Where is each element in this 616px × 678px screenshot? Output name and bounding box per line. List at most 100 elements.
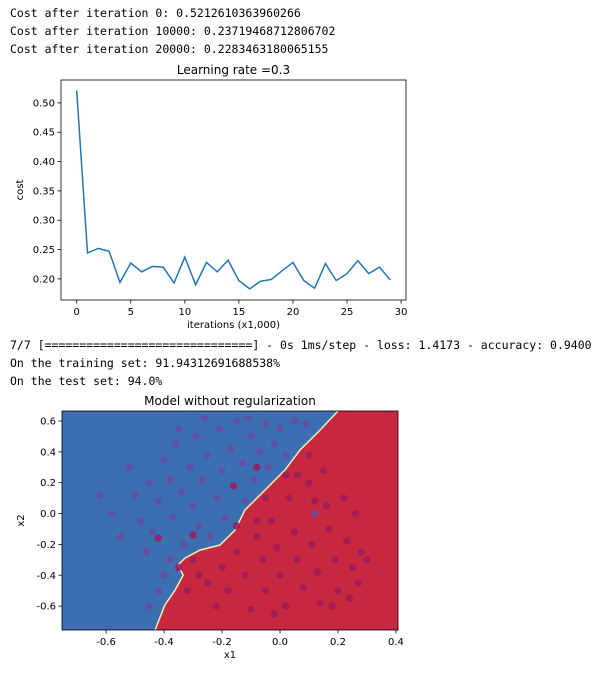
data-point [145, 479, 154, 487]
data-point [143, 548, 151, 556]
data-point [131, 491, 139, 499]
data-point [290, 417, 299, 425]
data-point [348, 563, 357, 572]
x-axis-label: x1 [224, 650, 236, 661]
y-tick-label: -0.6 [36, 602, 56, 613]
x-tick-label: -0.2 [212, 637, 232, 648]
x-tick-label: 5 [128, 307, 134, 318]
data-point [244, 414, 252, 422]
y-tick-label: -0.2 [36, 540, 56, 551]
y-tick-label: 0.20 [33, 274, 55, 285]
data-point [247, 605, 255, 613]
output-line: Cost after iteration 20000: 0.2283463180… [10, 42, 329, 56]
output-line: Cost after iteration 10000: 0.2371946871… [10, 24, 335, 38]
data-point [224, 587, 232, 595]
data-point [221, 514, 229, 522]
chart-title: Model without regularization [144, 394, 316, 408]
data-point [206, 533, 215, 541]
data-point [189, 531, 197, 539]
x-tick-label: 30 [395, 307, 408, 318]
y-tick-label: 0.35 [33, 186, 55, 197]
data-point [345, 594, 354, 602]
data-point [261, 420, 270, 428]
data-point [177, 488, 186, 496]
data-point [166, 476, 174, 484]
output-line: 7/7 [==============================] - 0… [10, 338, 592, 352]
data-point [192, 432, 200, 441]
data-point [148, 528, 157, 536]
data-point [290, 528, 299, 536]
data-point [276, 425, 284, 433]
data-point [160, 571, 168, 579]
data-point [212, 602, 220, 610]
data-point [264, 463, 273, 471]
data-point [154, 534, 162, 542]
data-point [241, 571, 249, 579]
data-point [160, 455, 168, 464]
data-point [343, 537, 351, 545]
data-point [302, 420, 310, 428]
data-point [314, 568, 322, 576]
data-point [328, 602, 336, 610]
data-point [253, 517, 261, 525]
data-point [241, 497, 249, 505]
data-point [311, 497, 319, 505]
decision-boundary [154, 411, 339, 630]
data-point [322, 502, 330, 510]
data-point [96, 491, 104, 499]
region-class-1 [155, 411, 398, 630]
x-tick-label: 0.0 [272, 637, 288, 648]
x-tick-label: 10 [178, 307, 191, 318]
data-point [238, 459, 246, 467]
y-tick-label: 0.4 [40, 447, 56, 458]
data-point [183, 587, 191, 595]
data-point [215, 425, 223, 433]
data-point [282, 602, 290, 610]
x-tick-label: -0.6 [96, 637, 116, 648]
data-point [232, 417, 241, 425]
data-point [172, 440, 180, 448]
data-point [186, 463, 194, 471]
data-point [212, 494, 220, 502]
data-point [270, 610, 278, 618]
data-point [299, 583, 307, 592]
x-tick-label: 0.4 [388, 637, 404, 648]
data-point [311, 509, 319, 518]
y-tick-label: 0.30 [33, 216, 55, 227]
data-point [357, 548, 365, 556]
x-tick-label: 25 [341, 307, 354, 318]
output-line: On the training set: 91.94312691688538% [10, 356, 280, 370]
data-point [227, 445, 235, 453]
data-point [285, 494, 293, 502]
x-tick-label: 20 [287, 307, 300, 318]
data-point [316, 599, 325, 607]
data-point [180, 540, 188, 549]
data-point [203, 451, 212, 459]
y-tick-label: -0.4 [36, 571, 56, 582]
data-point [203, 579, 212, 587]
data-point [253, 463, 261, 471]
data-point [174, 425, 183, 433]
data-point [282, 471, 290, 479]
data-point [201, 414, 209, 422]
data-point [250, 476, 258, 484]
data-point [174, 563, 183, 572]
data-point [232, 548, 241, 556]
output-line: On the test set: 94.0% [10, 374, 162, 388]
data-point [154, 497, 162, 505]
data-point [261, 587, 270, 595]
data-point [218, 563, 226, 572]
data-point [189, 502, 197, 510]
data-point [198, 476, 206, 484]
data-point [125, 463, 133, 471]
y-tick-label: 0.40 [33, 157, 55, 168]
data-point [305, 479, 313, 487]
data-point [351, 509, 359, 518]
x-axis-label: iterations (x1,000) [187, 320, 280, 331]
data-point [334, 587, 342, 595]
data-point [261, 494, 270, 502]
data-point [108, 509, 116, 518]
data-point [293, 556, 302, 564]
y-tick-label: 0.2 [40, 478, 56, 489]
